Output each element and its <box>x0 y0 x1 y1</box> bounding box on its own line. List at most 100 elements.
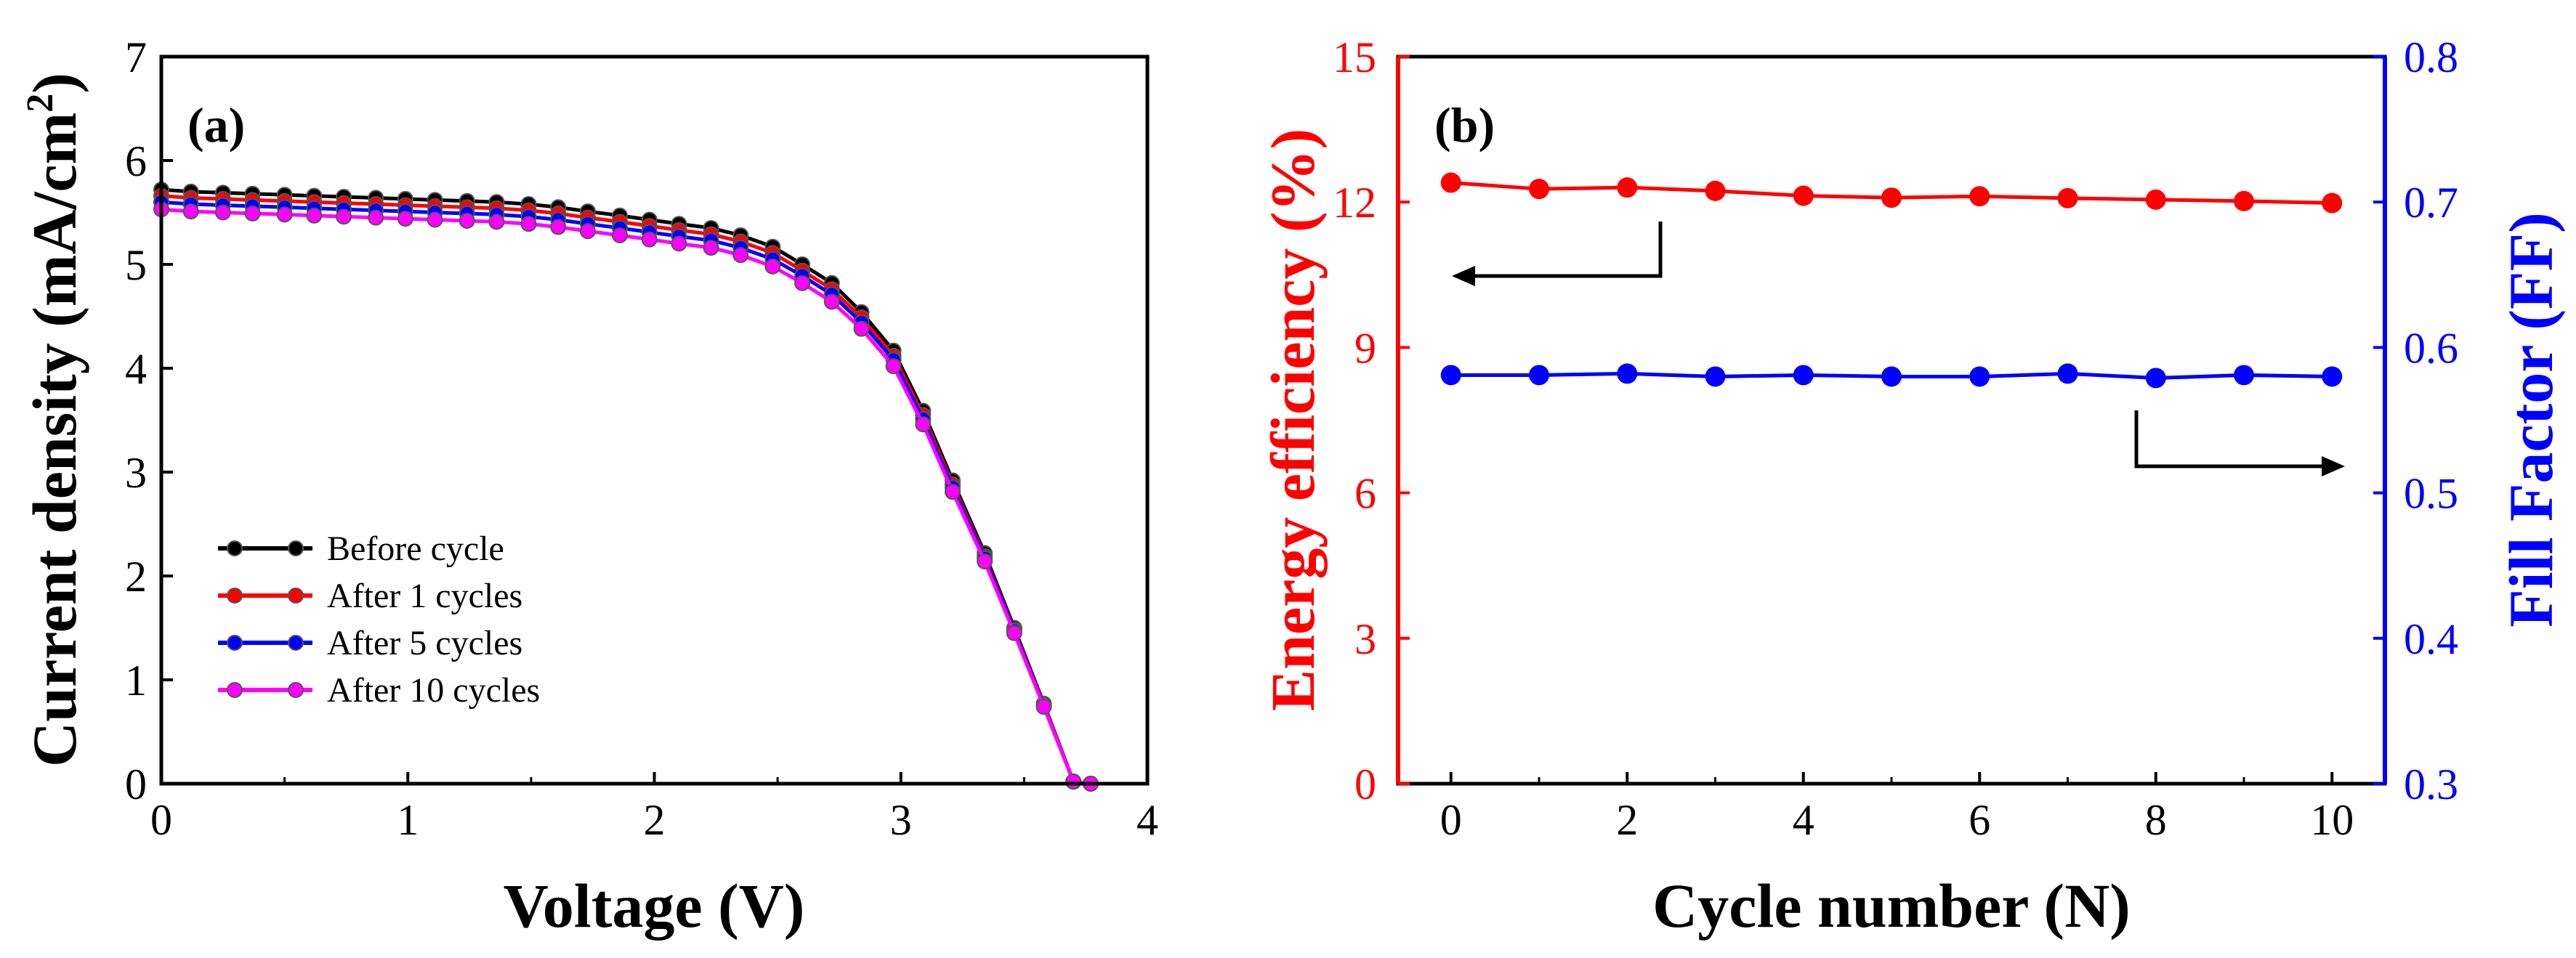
a-y-tick-label: 4 <box>125 345 147 393</box>
a-data-point <box>944 484 961 500</box>
a-legend-marker <box>227 588 243 604</box>
a-legend-marker <box>288 682 304 698</box>
b-data-point <box>2145 368 2166 389</box>
a-y-tick-label: 7 <box>125 33 147 81</box>
a-tick-group: 0 1 2 3 4 0 1 2 3 4 5 6 7 <box>125 33 1158 844</box>
a-legend-marker <box>288 588 304 604</box>
b-annotations <box>1452 222 2345 476</box>
a-data-point <box>703 240 719 256</box>
b-data-point <box>1793 365 1814 386</box>
b-right-tick-label: 0.4 <box>2404 615 2458 663</box>
b-right-tick-label: 0.5 <box>2404 470 2458 518</box>
a-data-point <box>520 216 537 232</box>
a-legend-label: After 10 cycles <box>327 671 540 710</box>
a-legend: Before cycle After 1 cycles After 5 cycles… <box>218 529 540 710</box>
a-data-point <box>459 212 475 229</box>
a-y-tick-label: 2 <box>125 553 147 601</box>
a-legend-label: After 1 cycles <box>327 577 522 615</box>
b-data-point <box>2057 363 2078 384</box>
a-data-point <box>182 203 199 220</box>
a-data-point <box>732 247 749 264</box>
b-data-point <box>1529 365 1549 386</box>
a-y-tick-label: 1 <box>125 657 147 705</box>
a-y-tick-label: 5 <box>125 241 147 289</box>
a-panel-label: (a) <box>187 97 245 153</box>
b-left-tick-label: 0 <box>1354 760 1376 808</box>
b-right-tick-label: 0.3 <box>2404 760 2458 808</box>
b-data-point <box>1440 365 1461 386</box>
a-data-point <box>977 553 993 569</box>
a-data-point <box>244 205 261 222</box>
b-right-arrowhead <box>2322 456 2345 476</box>
a-legend-marker <box>227 682 243 698</box>
b-right-arrow <box>2134 410 2325 468</box>
b-series-1 <box>1440 363 2343 389</box>
a-legend-label: After 5 cycles <box>327 624 522 662</box>
b-data-point <box>1440 172 1461 193</box>
b-x-tick-label: 2 <box>1616 796 1638 844</box>
b-data-point <box>2322 366 2343 387</box>
a-data-point <box>612 227 629 243</box>
b-left-tick-label: 9 <box>1354 324 1376 372</box>
a-x-tick-label: 0 <box>150 796 172 844</box>
b-x-tick-label: 6 <box>1969 796 1990 844</box>
b-left-y-axis-label: Energy efficiency (%) <box>1258 129 1328 711</box>
b-data-point <box>1705 180 1726 201</box>
a-y-axis-label-sup: 2 <box>20 94 61 113</box>
a-data-point <box>1065 774 1082 790</box>
b-x-tick-label: 4 <box>1793 796 1814 844</box>
a-x-tick-label: 3 <box>890 796 912 844</box>
a-data-point <box>671 235 687 252</box>
a-data-point <box>764 258 781 275</box>
b-series-0 <box>1440 172 2343 214</box>
b-data-point <box>1617 363 1638 384</box>
a-data-point <box>368 209 384 226</box>
a-data-point <box>1006 625 1022 641</box>
b-right-y-axis-label: Fill Factor (FF) <box>2496 212 2566 628</box>
b-data-point <box>1969 366 1990 387</box>
b-data-point <box>2057 187 2078 208</box>
b-data-point <box>1793 185 1814 206</box>
a-x-tick-label: 4 <box>1136 796 1158 844</box>
b-series-group <box>1440 172 2343 389</box>
b-data-point <box>2234 190 2254 211</box>
b-left-arrow <box>1464 222 1663 278</box>
a-legend-label: Before cycle <box>327 529 504 568</box>
b-data-point <box>2234 365 2254 386</box>
a-x-tick-label: 2 <box>644 796 666 844</box>
a-data-point <box>641 231 658 248</box>
b-left-tick-label: 6 <box>1354 470 1376 518</box>
b-left-tick-label: 12 <box>1333 179 1376 227</box>
panel-b: 0 2 4 6 8 10 0 3 6 9 12 15 0.3 0.4 0.5 0.6 0.7 0.8 (b) Cy… <box>1258 33 2566 941</box>
a-data-point <box>214 204 231 221</box>
b-data-point <box>1529 179 1549 200</box>
a-data-point <box>1035 699 1052 715</box>
a-y-axis-label-close: ) <box>20 73 89 94</box>
b-x-tick-label: 8 <box>2145 796 2167 844</box>
a-data-point <box>794 275 811 291</box>
a-y-axis-label-main: Current density (mA/cm <box>20 113 89 767</box>
a-data-point <box>397 211 413 227</box>
a-plot-frame <box>159 54 1150 786</box>
b-x-tick-label: 0 <box>1440 796 1462 844</box>
b-data-point <box>1705 366 1726 387</box>
a-y-tick-label: 3 <box>125 449 147 497</box>
a-data-point <box>823 293 840 310</box>
a-y-tick-label: 0 <box>125 760 147 808</box>
a-data-point <box>488 214 505 230</box>
a-legend-marker <box>227 540 243 556</box>
b-right-tick-label: 0.8 <box>2404 33 2458 81</box>
b-left-tick-label: 15 <box>1333 33 1376 81</box>
b-data-point <box>1881 366 1902 387</box>
a-series-3 <box>153 201 1099 792</box>
b-right-tick-label: 0.7 <box>2404 179 2458 227</box>
b-left-arrowhead <box>1452 266 1475 286</box>
b-left-tick-label: 3 <box>1354 615 1376 663</box>
b-x-tick-label: 10 <box>2310 796 2354 844</box>
panel-a: 0 1 2 3 4 0 1 2 3 4 5 6 7 (a) Voltage (V) Current de… <box>20 33 1158 941</box>
a-data-point <box>427 211 443 228</box>
b-tick-group: 0 2 4 6 8 10 0 3 6 9 12 15 0.3 0.4 0.5 0.6 0.7 0.8 <box>1333 33 2458 844</box>
b-data-point <box>1969 186 1990 207</box>
a-series-group <box>153 182 1099 792</box>
